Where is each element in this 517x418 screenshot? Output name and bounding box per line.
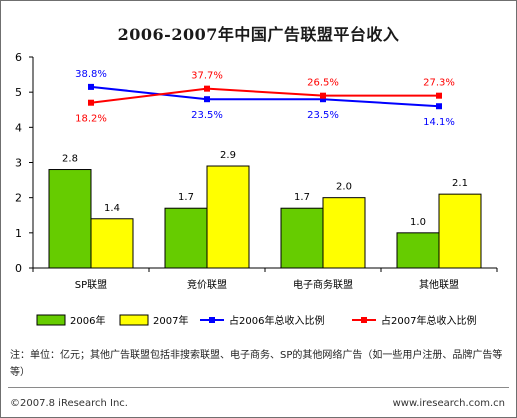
line-marker: [204, 96, 210, 103]
line-marker: [436, 103, 442, 110]
legend-swatch: [36, 314, 66, 326]
y-tick-label: 0: [15, 262, 22, 275]
line-value-label: 27.3%: [423, 78, 455, 89]
bar-value-label: 1.0: [410, 217, 426, 228]
website-text: www.iresearch.com.cn: [392, 398, 505, 409]
line-marker: [88, 99, 94, 106]
line-value-label: 38.8%: [75, 69, 107, 80]
legend-marker: [361, 317, 367, 323]
bar-2006: [48, 169, 92, 269]
line-value-label: 18.2%: [75, 114, 107, 125]
line-marker: [320, 92, 326, 99]
x-tick-label: 竞价联盟: [187, 278, 227, 291]
y-tick-label: 3: [15, 157, 22, 170]
copyright-text: ©2007.8 iResearch Inc.: [10, 398, 128, 409]
line-value-label: 23.5%: [191, 110, 223, 121]
legend-label: 占2006年总收入比例: [229, 314, 324, 327]
bar-2007: [322, 197, 366, 269]
line-series-2007: [90, 87, 439, 104]
bar-value-label: 1.7: [178, 192, 194, 203]
line-value-label: 23.5%: [307, 110, 339, 121]
line-value-label: 37.7%: [191, 71, 223, 82]
bar-2006: [396, 232, 440, 269]
bar-2006: [280, 207, 324, 269]
bar-value-label: 2.9: [220, 150, 236, 161]
chart-note: 注：单位：亿元；其他广告联盟包括非搜索联盟、电子商务、SP的其他网络广告（如一些…: [10, 350, 503, 378]
x-tick-label: 电子商务联盟: [293, 278, 353, 291]
line-marker: [204, 85, 210, 92]
bar-2006: [164, 207, 208, 269]
legend-label: 2007年: [153, 314, 188, 327]
y-tick-label: 2: [15, 192, 22, 205]
bar-value-label: 1.7: [294, 192, 310, 203]
line-marker: [436, 92, 442, 99]
legend-label: 2006年: [70, 314, 105, 327]
x-tick-label: SP联盟: [75, 279, 107, 291]
legend-marker: [209, 317, 215, 323]
bar-value-label: 2.0: [336, 182, 352, 193]
bar-value-label: 2.1: [452, 178, 468, 189]
y-tick-label: 1: [15, 227, 22, 240]
line-marker: [88, 83, 94, 90]
y-tick-label: 5: [15, 86, 22, 99]
x-tick-label: 其他联盟: [419, 278, 459, 291]
bar-value-label: 2.8: [62, 154, 78, 165]
y-tick-label: 4: [15, 121, 22, 134]
bar-2007: [206, 165, 250, 269]
y-tick-label: 6: [15, 51, 22, 64]
bar-2007: [90, 218, 134, 269]
legend-label: 占2007年总收入比例: [381, 314, 476, 327]
bar-value-label: 1.4: [104, 203, 120, 214]
line-marker: [320, 96, 326, 103]
legend-swatch: [119, 314, 149, 326]
line-value-label: 14.1%: [423, 117, 455, 128]
line-series-2006: [90, 85, 440, 108]
chart-title: 2006-2007年中国广告联盟平台收入: [117, 25, 400, 44]
line-value-label: 26.5%: [307, 78, 339, 89]
bar-2007: [438, 193, 482, 269]
footer-divider: [8, 387, 509, 388]
